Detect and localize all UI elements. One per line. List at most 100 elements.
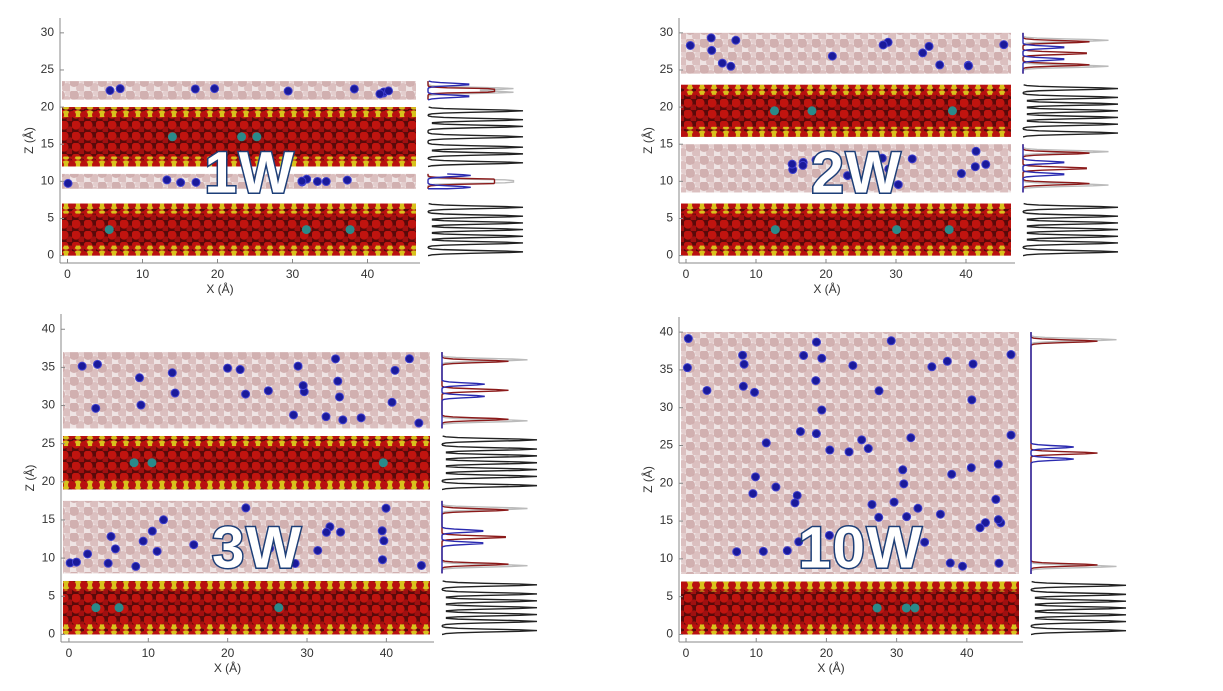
x-tick-label: 30 (286, 267, 300, 281)
ion (798, 160, 808, 170)
y-axis-label: Z (Å) (640, 466, 655, 493)
ion (297, 176, 307, 186)
ion (349, 84, 359, 94)
ion (77, 361, 87, 371)
ion (918, 48, 928, 58)
ion (884, 164, 894, 174)
ion (387, 397, 397, 407)
ion (750, 387, 760, 397)
ion (91, 403, 101, 413)
y-tick-label: 5 (47, 211, 54, 225)
y-tick-label: 40 (42, 321, 56, 335)
y-tick-label: 10 (42, 550, 56, 564)
clay-surface (681, 126, 1011, 137)
ion (241, 503, 251, 513)
density-profile (427, 106, 524, 257)
ion (981, 159, 991, 169)
ion (313, 545, 323, 555)
ion (795, 426, 805, 436)
ion (381, 503, 391, 513)
ion (811, 376, 821, 386)
ion (685, 41, 695, 51)
clay-surface (681, 84, 1011, 95)
ion (738, 381, 748, 391)
clay-surface (63, 479, 430, 490)
ion (758, 546, 768, 556)
ion (799, 350, 809, 360)
cation-site (901, 603, 911, 613)
clay-surface (62, 156, 416, 167)
ion (265, 543, 275, 553)
y-tick-label: 30 (660, 25, 674, 39)
density-profile (1030, 332, 1117, 574)
x-tick-label: 40 (959, 267, 973, 281)
ion (223, 363, 233, 373)
ion (848, 360, 858, 370)
cation-site (892, 225, 902, 235)
y-tick-label: 5 (48, 588, 55, 602)
cation-site (301, 225, 311, 235)
annotation: 1W (205, 140, 296, 205)
ion (899, 479, 909, 489)
ion (191, 177, 201, 187)
density-profile (441, 435, 538, 636)
x-tick-label: 0 (64, 267, 71, 281)
ion (210, 84, 220, 94)
y-axis-label: Z (Å) (640, 127, 655, 154)
cation-site (167, 132, 177, 142)
ion (241, 389, 251, 399)
x-axis-label: X (Å) (813, 281, 840, 296)
ion (738, 350, 748, 360)
y-tick-label: 10 (660, 551, 674, 565)
ion (956, 169, 966, 179)
ion (991, 494, 1001, 504)
y-tick-label: 10 (41, 174, 55, 188)
clay-surface (62, 245, 416, 256)
ion (170, 388, 180, 398)
x-tick-label: 40 (960, 646, 974, 660)
ion (335, 392, 345, 402)
ion (980, 518, 990, 528)
y-tick-label: 0 (666, 627, 673, 641)
x-tick-label: 10 (142, 646, 156, 660)
density-profile (1030, 332, 1098, 574)
cation-site (147, 458, 157, 468)
ion (827, 51, 837, 61)
ion (379, 536, 389, 546)
y-tick-label: 30 (41, 25, 55, 39)
ion (964, 61, 974, 71)
y-tick-label: 15 (660, 136, 674, 150)
y-axis-label: Z (Å) (21, 127, 36, 154)
ion (967, 395, 977, 405)
ion (384, 86, 394, 96)
ion (968, 359, 978, 369)
ion (970, 162, 980, 172)
ion (290, 558, 300, 568)
cation-site (947, 106, 957, 116)
clay-surface (63, 580, 430, 591)
x-axis-label: X (Å) (206, 281, 233, 296)
ion (115, 84, 125, 94)
ion (811, 155, 821, 165)
ion (717, 58, 727, 68)
ion (874, 512, 884, 522)
x-tick-label: 0 (683, 267, 690, 281)
ion (945, 558, 955, 568)
cation-site (91, 603, 101, 613)
ion (898, 465, 908, 475)
ion (147, 526, 157, 536)
ion (877, 153, 887, 163)
ion (289, 410, 299, 420)
ion (190, 84, 200, 94)
x-tick-label: 20 (819, 267, 833, 281)
y-tick-label: 25 (42, 436, 56, 450)
clay-surface (681, 624, 1019, 635)
y-tick-label: 0 (47, 248, 54, 262)
clay-surface (62, 203, 416, 214)
ion (811, 429, 821, 439)
cation-site (769, 106, 779, 116)
ion (844, 447, 854, 457)
ion (863, 444, 873, 454)
ion (908, 540, 918, 550)
ion (136, 400, 146, 410)
